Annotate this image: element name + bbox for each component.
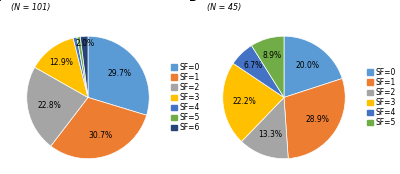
Text: 29.7%: 29.7% [108,69,132,78]
Text: (N = 101): (N = 101) [12,3,51,12]
Text: (N = 45): (N = 45) [208,3,242,12]
Wedge shape [51,97,146,159]
Wedge shape [77,37,88,97]
Text: 8.9%: 8.9% [262,51,281,60]
Text: 13.3%: 13.3% [258,130,282,139]
Wedge shape [284,78,345,159]
Wedge shape [252,36,284,97]
Text: 30.7%: 30.7% [88,131,112,140]
Text: 22.2%: 22.2% [232,97,256,106]
Wedge shape [73,37,88,97]
Text: 6.7%: 6.7% [244,61,263,70]
Text: 2.0%: 2.0% [75,39,94,48]
Wedge shape [242,97,288,159]
Wedge shape [284,36,342,97]
Text: B: B [189,0,197,2]
Text: A: A [0,0,1,2]
Text: 20.0%: 20.0% [296,61,320,70]
Wedge shape [233,46,284,97]
Text: 22.8%: 22.8% [37,101,61,110]
Wedge shape [223,63,284,142]
Wedge shape [27,67,88,146]
Wedge shape [80,36,88,97]
Text: 28.9%: 28.9% [305,115,329,124]
Legend: SF=0, SF=1, SF=2, SF=3, SF=4, SF=5, SF=6: SF=0, SF=1, SF=2, SF=3, SF=4, SF=5, SF=6 [172,62,200,132]
Text: 12.9%: 12.9% [49,58,73,67]
Legend: SF=0, SF=1, SF=2, SF=3, SF=4, SF=5: SF=0, SF=1, SF=2, SF=3, SF=4, SF=5 [368,68,396,127]
Wedge shape [35,38,88,97]
Wedge shape [88,36,149,115]
